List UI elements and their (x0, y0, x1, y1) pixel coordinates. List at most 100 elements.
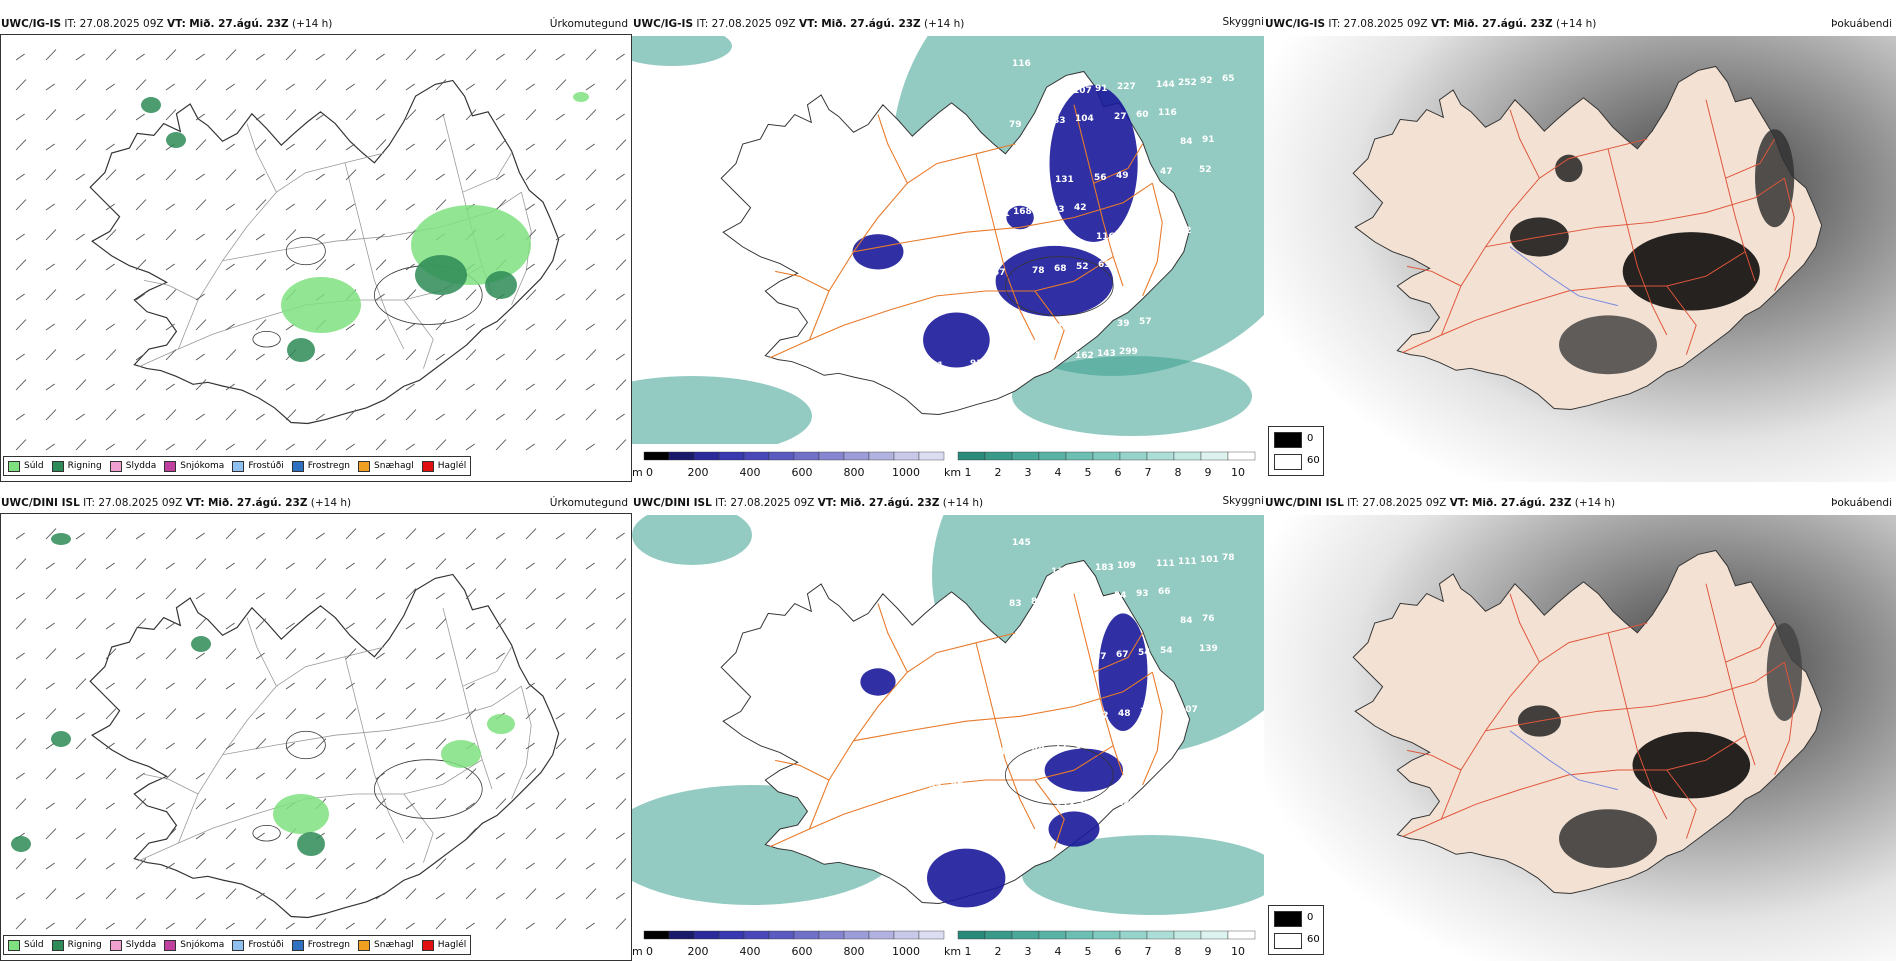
visibility-tick-label: 10 (1231, 466, 1245, 479)
road-line (178, 646, 385, 844)
fog-map[interactable] (1264, 515, 1896, 961)
cloud-base-label: 32 (1179, 226, 1192, 236)
wind-barb (375, 918, 387, 930)
precip-area (141, 97, 161, 113)
wind-barb (345, 862, 355, 870)
road-line (774, 759, 830, 781)
fog-map[interactable] (1264, 36, 1896, 482)
wind-barb (45, 562, 55, 570)
cloud-base-area (927, 848, 1006, 908)
wind-barb (315, 772, 325, 780)
wind-barb (135, 652, 145, 660)
wind-barb (585, 409, 597, 421)
cloudbase-scale-cell (743, 451, 770, 461)
wind-barb (165, 768, 177, 780)
wind-barb (255, 652, 265, 660)
cloud-base-label: 49 (1116, 171, 1129, 181)
wind-barb (435, 319, 447, 331)
cloud-base-label: 54 (1160, 646, 1173, 656)
visibility-map[interactable]: 145 134 76 183 109 111 111 101 78 83 81 84 52 54 93 66 8… (632, 515, 1264, 923)
precip-legend-label: Snjókoma (180, 461, 225, 471)
panel-product-label: Úrkomutegund (549, 497, 628, 509)
wind-barb (525, 109, 537, 121)
wind-barb (405, 383, 415, 391)
panel-product-label: Þokuábendi (1831, 497, 1892, 509)
wind-barb (195, 139, 207, 151)
cloudbase-scale-cell (743, 930, 770, 940)
wind-barb (105, 383, 115, 391)
wind-barb (585, 83, 595, 91)
wind-barb (615, 618, 627, 630)
road-line (975, 642, 1036, 830)
visibility-scale-cell (1065, 451, 1094, 461)
wind-barb (345, 922, 355, 930)
wind-barb (255, 712, 265, 720)
precip-type-panel-top: UWC/IG-IS IT: 27.08.2025 09Z VT: Mið. 27… (0, 14, 632, 482)
wind-barb (345, 49, 357, 61)
wind-barb (435, 798, 447, 810)
cloud-base-label: 81 (1031, 597, 1044, 607)
cloud-base-label: 663 (1036, 353, 1055, 363)
wind-barb (375, 858, 387, 870)
cloud-base-label: 38 (1076, 741, 1089, 751)
precip-map[interactable] (0, 513, 632, 961)
visibility-tick-label: 10 (1231, 945, 1245, 958)
cloud-base-label: 46 (951, 779, 964, 789)
fog-legend: 0 60 (1268, 905, 1324, 955)
visibility-tick-label: 6 (1115, 466, 1122, 479)
precip-map[interactable] (0, 34, 632, 482)
road-line (1401, 251, 1746, 354)
road-line (144, 774, 199, 795)
wind-barb (255, 379, 267, 391)
wind-barb (435, 353, 445, 361)
precip-area (191, 636, 211, 652)
fog-legend-white-label: 60 (1307, 455, 1320, 466)
wind-barb (195, 618, 207, 630)
wind-barb (255, 233, 265, 241)
precip-legend-swatch (232, 939, 245, 951)
wind-barb (255, 439, 267, 451)
wind-barb (75, 712, 85, 720)
cloudbase-scale-cell (843, 930, 870, 940)
wind-barb (225, 203, 235, 211)
precip-legend-label: Snjókoma (180, 940, 225, 950)
wind-barb (195, 173, 205, 181)
cloud-base-label: 50 (1138, 169, 1151, 179)
wind-barb (525, 862, 535, 870)
road-line (1705, 99, 1756, 282)
cloudbase-scale-cell (893, 930, 920, 940)
wind-barb (525, 349, 537, 361)
cloud-base-label: 78 (1032, 266, 1045, 276)
cloud-base-label: 63 (1098, 260, 1111, 270)
precip-area (441, 740, 481, 768)
wind-barb (255, 918, 267, 930)
wind-barb (195, 79, 207, 91)
fog-legend-black-swatch (1274, 432, 1302, 448)
road-line (1666, 285, 1697, 355)
wind-barb (105, 229, 117, 241)
wind-barb (15, 113, 25, 121)
wind-barb (165, 802, 175, 810)
wind-barb (345, 622, 355, 630)
cloudbase-unit-label: m (632, 945, 643, 958)
wind-barb (555, 558, 567, 570)
wind-barb (435, 293, 445, 301)
wind-barb (465, 888, 477, 900)
visibility-tick-label: 1 (965, 945, 972, 958)
wind-barb (615, 532, 625, 540)
precip-legend-item: Súld (8, 460, 44, 472)
visibility-map[interactable]: 116 111 107 91 227 144 252 92 65 79 73 83 104 27 60 116… (632, 36, 1264, 444)
wind-barb (345, 229, 357, 241)
wind-barb (435, 558, 447, 570)
road-line (1407, 265, 1462, 287)
wind-barb (45, 83, 55, 91)
glacier-outline (1005, 256, 1114, 316)
cloud-base-label: 52 (1076, 262, 1089, 272)
wind-barb (225, 888, 237, 900)
road-line (1509, 109, 1540, 179)
wind-barb (375, 139, 387, 151)
wind-barb (375, 413, 385, 421)
wind-barb (255, 53, 265, 61)
wind-barb (405, 263, 415, 271)
cloudbase-visibility-legend: m 0 200 400 600 800 1000 km 1 2 3 4 5 6 7 8 9 10 (632, 450, 1264, 480)
